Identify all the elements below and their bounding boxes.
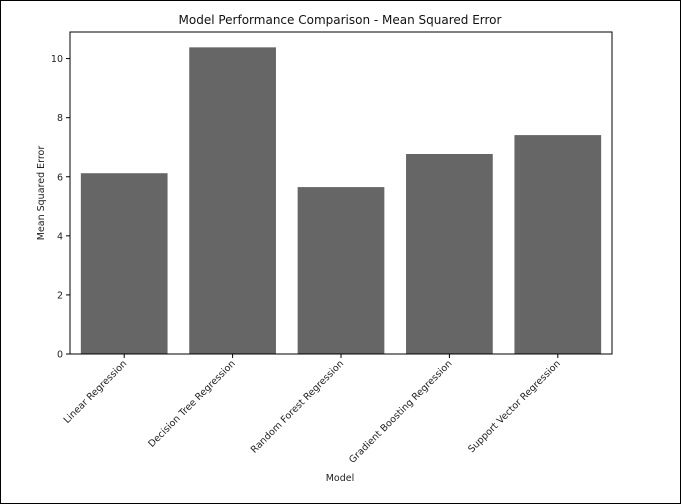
bar-support-vector-regression (514, 135, 602, 354)
x-axis: Linear Regression Decision Tree Regressio… (62, 354, 563, 466)
bar-gradient-boosting-regression (406, 154, 493, 354)
bars-group (80, 47, 602, 354)
chart-title: Model Performance Comparison - Mean Squa… (179, 13, 502, 27)
bar-decision-tree-regression (189, 47, 276, 354)
y-axis-label: Mean Squared Error (36, 146, 47, 241)
x-tick-label: Decision Tree Regression (146, 358, 237, 449)
y-tick-label: 6 (57, 172, 63, 183)
y-axis: 0 2 4 6 8 10 (51, 54, 70, 361)
x-tick-label: Gradient Boosting Regression (347, 358, 454, 465)
y-tick-label: 10 (51, 54, 63, 65)
x-tick-label: Support Vector Regression (466, 358, 563, 455)
bar-random-forest-regression (297, 187, 385, 354)
y-tick-label: 2 (57, 290, 63, 301)
y-tick-label: 8 (57, 113, 63, 124)
bar-linear-regression (80, 173, 168, 354)
x-axis-label: Model (326, 473, 355, 484)
x-tick-label: Random Forest Regression (249, 358, 346, 455)
x-tick-label: Linear Regression (62, 358, 130, 426)
y-tick-label: 0 (57, 350, 63, 361)
y-tick-label: 4 (57, 231, 63, 242)
